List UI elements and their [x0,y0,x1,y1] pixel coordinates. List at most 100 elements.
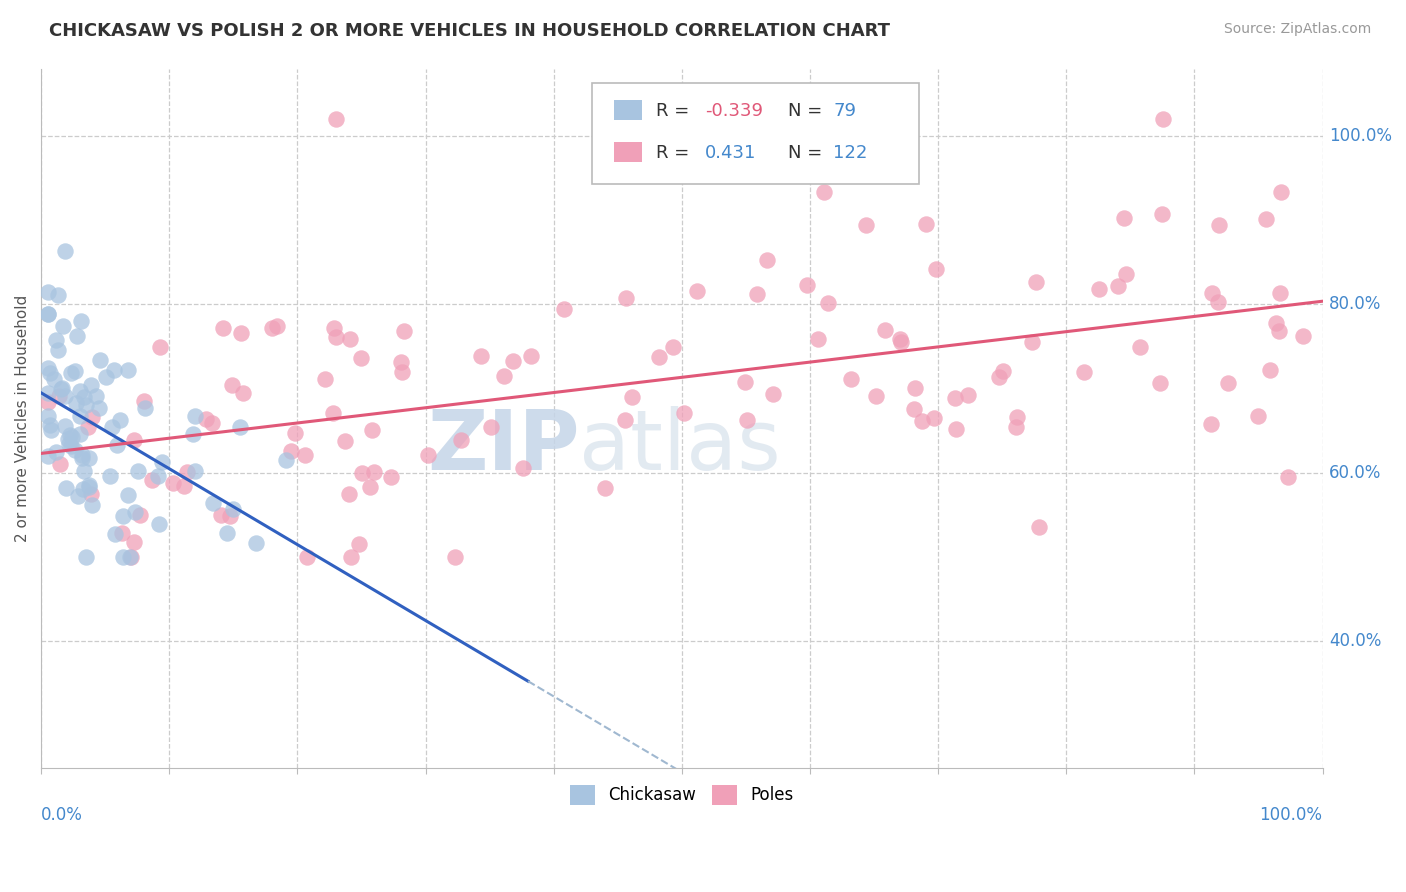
Point [45,445,67,459]
Point [65,442,87,457]
Point [1268,286,1291,301]
FancyBboxPatch shape [614,142,643,161]
Point [817,296,839,310]
Point [79,378,101,392]
Point [149,340,172,354]
Point [648,350,671,364]
Point [1150,207,1173,221]
Point [1268,324,1291,338]
Point [325,112,347,126]
Point [245,536,267,550]
Point [103,362,125,376]
Point [1218,376,1240,390]
Point [903,402,925,417]
Point [70,448,93,462]
Point [349,537,371,551]
Point [122,433,145,447]
Point [132,394,155,409]
Point [988,369,1011,384]
Point [65,396,87,410]
Point [229,326,252,340]
Point [69,384,91,398]
Text: Source: ZipAtlas.com: Source: ZipAtlas.com [1223,22,1371,37]
Point [807,333,830,347]
Point [59,439,82,453]
Point [111,525,134,540]
Point [37,395,59,409]
Point [215,526,238,541]
Point [82,409,104,424]
Point [111,509,134,524]
Point [66,329,89,343]
Point [762,387,785,401]
Point [53,389,76,403]
Point [389,354,412,368]
Point [502,354,524,368]
Point [1208,219,1230,233]
Point [1152,112,1174,126]
Point [360,423,382,437]
Point [117,362,139,376]
Point [943,391,966,405]
Point [443,550,465,565]
Point [89,352,111,367]
Point [1149,376,1171,390]
Point [51,381,73,395]
Point [335,434,357,448]
Point [37,285,59,299]
Point [75,550,97,565]
Point [110,413,132,427]
Point [229,419,252,434]
Point [162,476,184,491]
Text: R =: R = [657,103,695,120]
Point [1201,286,1223,301]
Point [593,481,616,495]
Point [479,419,502,434]
Point [839,372,862,386]
Point [49,383,72,397]
Text: -0.339: -0.339 [704,103,763,120]
Point [77,480,100,494]
Point [212,321,235,335]
Point [614,291,637,305]
Point [80,498,103,512]
Point [1270,186,1292,200]
Point [221,378,243,392]
Text: 40.0%: 40.0% [1329,632,1381,650]
Point [925,262,948,277]
Point [67,489,90,503]
Point [45,333,67,347]
Point [120,550,142,565]
Point [117,488,139,502]
Text: ZIP: ZIP [427,406,579,486]
Point [141,473,163,487]
FancyBboxPatch shape [592,82,920,184]
Point [260,321,283,335]
Point [56,432,79,446]
Point [889,332,911,346]
Point [84,388,107,402]
Point [1258,363,1281,377]
Point [209,508,232,523]
Point [1254,211,1277,226]
Text: 80.0%: 80.0% [1329,295,1381,313]
Point [77,450,100,465]
Point [73,390,96,404]
Point [747,286,769,301]
Point [73,465,96,479]
Point [323,320,346,334]
Point [87,401,110,415]
Point [176,465,198,479]
Point [1264,317,1286,331]
Text: 0.0%: 0.0% [41,806,83,824]
Point [494,368,516,383]
Text: 0.431: 0.431 [704,145,756,162]
Point [1087,281,1109,295]
Legend: Chickasaw, Poles: Chickasaw, Poles [562,778,801,812]
Point [118,550,141,565]
Text: 79: 79 [832,103,856,120]
Point [58,437,80,451]
Point [274,452,297,467]
Point [98,469,121,483]
Text: N =: N = [789,103,828,120]
